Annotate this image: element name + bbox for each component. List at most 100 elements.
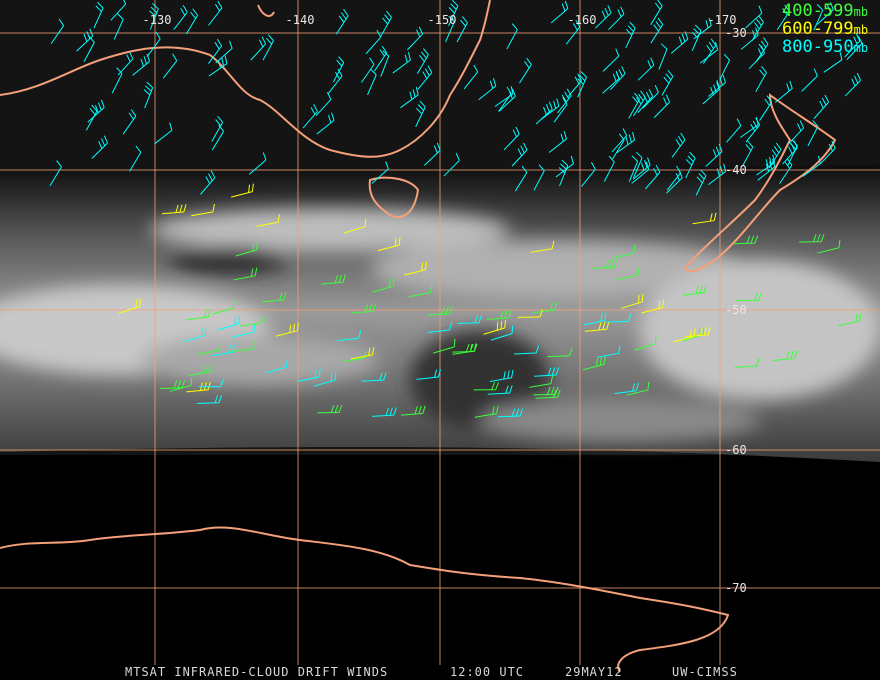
barb-feather: [218, 60, 221, 69]
wind-barb: [699, 41, 719, 64]
barb-feather: [789, 80, 793, 89]
barb-feather: [524, 61, 530, 69]
barb-feather: [700, 169, 707, 177]
legend-range: 800-950: [782, 37, 854, 57]
wind-barb: [530, 240, 555, 253]
wind-barb: [565, 19, 581, 45]
wind-barb: [317, 404, 343, 414]
wind-barb: [118, 298, 141, 314]
barb-shaft: [533, 393, 556, 396]
barb-feather: [89, 28, 94, 37]
barb-feather: [234, 316, 237, 325]
wind-barb: [637, 89, 654, 113]
barb-feather: [641, 162, 645, 171]
barb-feather: [752, 120, 758, 129]
barb-feather: [637, 267, 640, 276]
wind-barb: [745, 5, 763, 29]
barb-feather: [658, 300, 661, 309]
wind-barb: [685, 151, 696, 179]
footer: MTSAT INFRARED-CLOUD DRIFT WINDS 12:00 UT…: [125, 665, 737, 679]
wind-barb: [208, 38, 223, 64]
barb-feather: [258, 39, 264, 48]
wind-barb: [463, 64, 479, 90]
wind-barb: [547, 348, 573, 358]
barb-feather: [620, 6, 625, 15]
barb-shaft: [490, 333, 513, 341]
wind-barb: [186, 309, 211, 321]
barb-feather: [698, 172, 705, 180]
wind-barb: [838, 313, 862, 327]
barb-feather: [507, 370, 510, 379]
barb-feather: [653, 24, 659, 32]
barb-feather: [509, 385, 513, 394]
barb-feather: [714, 41, 719, 50]
barb-shaft: [813, 9, 824, 31]
wind-barb: [211, 115, 224, 142]
wind-barb: [748, 45, 765, 70]
barb-shaft: [315, 99, 332, 117]
barb-feather: [228, 345, 231, 354]
wind-barb: [416, 48, 429, 75]
wind-barb: [658, 43, 668, 70]
barb-feather: [215, 119, 222, 127]
wind-barb: [583, 312, 607, 326]
barb-feather: [478, 315, 483, 323]
barb-shaft: [129, 152, 142, 172]
wind-barbs: [49, 0, 863, 418]
barb-feather: [504, 319, 506, 328]
barb-feather: [556, 98, 560, 107]
wind-barb: [813, 4, 824, 31]
barb-feather: [558, 167, 566, 174]
wind-barb: [231, 183, 254, 198]
barb-feather: [384, 14, 390, 22]
barb-feather: [155, 31, 161, 40]
barb-shaft: [256, 221, 279, 227]
wind-barb: [519, 57, 532, 84]
barb-feather: [310, 107, 316, 115]
barb-feather: [641, 293, 644, 302]
barb-feather: [554, 386, 559, 395]
barb-feather: [417, 104, 424, 111]
barb-feather: [838, 239, 841, 248]
barb-feather: [820, 234, 825, 242]
wind-barb: [93, 1, 104, 29]
wind-barb: [533, 386, 559, 396]
wind-barb: [634, 335, 657, 351]
graticule-labels: -130 -140 -150 -160 -170-30 -40 -50 -60 -70: [143, 13, 747, 595]
barb-feather: [784, 161, 791, 169]
barb-shaft: [239, 322, 262, 327]
barb-feather: [421, 262, 424, 271]
barb-feather: [338, 15, 345, 23]
barb-feather: [414, 406, 418, 415]
barb-feather: [786, 83, 790, 92]
barb-feather: [489, 80, 494, 89]
wind-barb: [256, 214, 280, 227]
barb-feather: [657, 17, 664, 25]
barb-feather: [793, 140, 798, 149]
barb-feather: [758, 15, 764, 23]
wind-barb: [474, 405, 499, 418]
barb-feather: [572, 23, 578, 31]
wind-barb: [275, 322, 299, 337]
barb-feather: [364, 304, 369, 313]
barb-feather: [644, 159, 648, 168]
barb-feather: [710, 87, 714, 95]
barb-feather: [675, 139, 681, 147]
wind-barb: [603, 155, 615, 182]
legend-unit: mb: [854, 23, 868, 37]
barb-feather: [550, 302, 554, 311]
barb-feather: [389, 279, 391, 288]
barb-feather: [86, 31, 91, 40]
wind-barb: [122, 109, 137, 135]
legend-entry: 400-599mb: [782, 1, 868, 21]
barb-shaft: [602, 55, 620, 72]
wind-barb: [265, 359, 288, 374]
barb-feather: [254, 267, 258, 276]
barb-feather: [202, 365, 205, 374]
barb-feather: [707, 327, 711, 335]
barb-feather: [385, 407, 389, 416]
barb-feather: [564, 91, 570, 100]
barb-feather: [101, 138, 106, 147]
barb-feather: [190, 377, 193, 386]
wind-barb: [487, 385, 513, 395]
